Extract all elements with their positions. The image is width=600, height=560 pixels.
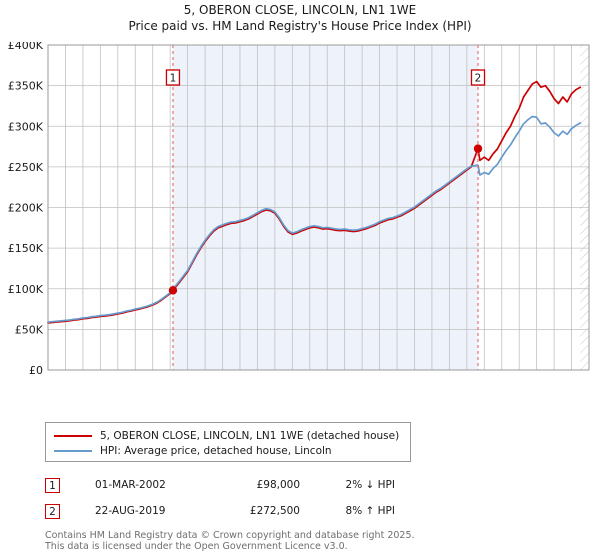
y-tick-label: £400K bbox=[8, 42, 44, 52]
title-line-2: Price paid vs. HM Land Registry's House … bbox=[128, 19, 472, 33]
y-tick-label: £300K bbox=[8, 120, 44, 133]
legend-item-hpi: HPI: Average price, detached house, Linc… bbox=[54, 443, 402, 458]
y-tick-label: £100K bbox=[8, 283, 44, 296]
transaction-hpi-delta-2: 8% ↑ HPI bbox=[345, 505, 395, 517]
legend-item-property: 5, OBERON CLOSE, LINCOLN, LN1 1WE (detac… bbox=[54, 428, 402, 443]
legend-label-property: 5, OBERON CLOSE, LINCOLN, LN1 1WE (detac… bbox=[100, 429, 400, 442]
table-row: 2 22-AUG-2019 £272,500 8% ↑ HPI bbox=[45, 498, 465, 524]
legend-label-hpi: HPI: Average price, detached house, Linc… bbox=[100, 444, 332, 457]
series-line-hpi bbox=[47, 115, 582, 323]
transaction-badge-2: 2 bbox=[45, 503, 60, 519]
transaction-price-2: £272,500 bbox=[249, 505, 300, 517]
copyright-footer: Contains HM Land Registry data © Crown c… bbox=[45, 530, 585, 552]
marker-label-1: 1 bbox=[170, 73, 177, 85]
transactions-table: 1 01-MAR-2002 £98,000 2% ↓ HPI 2 22-AUG-… bbox=[45, 472, 465, 524]
sale-point-2 bbox=[473, 144, 483, 153]
y-tick-label: £150K bbox=[8, 242, 44, 255]
legend-swatch-property bbox=[54, 434, 92, 437]
chart-canvas: £0 £50K £100K £150K £200K £250K £300K £350K £400… bbox=[8, 42, 590, 374]
sale-point-1 bbox=[168, 286, 178, 295]
title-line-1: 5, OBERON CLOSE, LINCOLN, LN1 1WE bbox=[183, 3, 417, 17]
plot-border bbox=[47, 44, 590, 371]
transaction-date-1: 01-MAR-2002 bbox=[95, 479, 166, 491]
y-tick-label: £350K bbox=[8, 80, 44, 93]
transaction-date-2: 22-AUG-2019 bbox=[95, 505, 166, 517]
transaction-badge-1: 1 bbox=[45, 477, 60, 493]
marker-box-2 bbox=[470, 69, 486, 86]
y-tick-label: £250K bbox=[8, 161, 44, 174]
y-tick-label: £50K bbox=[15, 323, 44, 336]
footer-line-2: This data is licensed under the Open Gov… bbox=[45, 541, 348, 552]
transaction-price-1: £98,000 bbox=[256, 479, 300, 491]
marker-label-2: 2 bbox=[475, 73, 482, 85]
chart-legend: 5, OBERON CLOSE, LINCOLN, LN1 1WE (detac… bbox=[45, 422, 411, 462]
footer-line-1: Contains HM Land Registry data © Crown c… bbox=[45, 530, 415, 541]
price-history-chart: £0 £50K £100K £150K £200K £250K £300K £350K £400… bbox=[0, 42, 600, 374]
table-row: 1 01-MAR-2002 £98,000 2% ↓ HPI bbox=[45, 472, 465, 498]
y-tick-label: £200K bbox=[8, 202, 44, 215]
y-tick-label: £0 bbox=[29, 364, 43, 374]
legend-swatch-hpi bbox=[54, 449, 92, 452]
marker-box-1 bbox=[165, 69, 181, 86]
transaction-hpi-delta-1: 2% ↓ HPI bbox=[345, 479, 395, 491]
page-title: 5, OBERON CLOSE, LINCOLN, LN1 1WE Price … bbox=[0, 2, 600, 34]
